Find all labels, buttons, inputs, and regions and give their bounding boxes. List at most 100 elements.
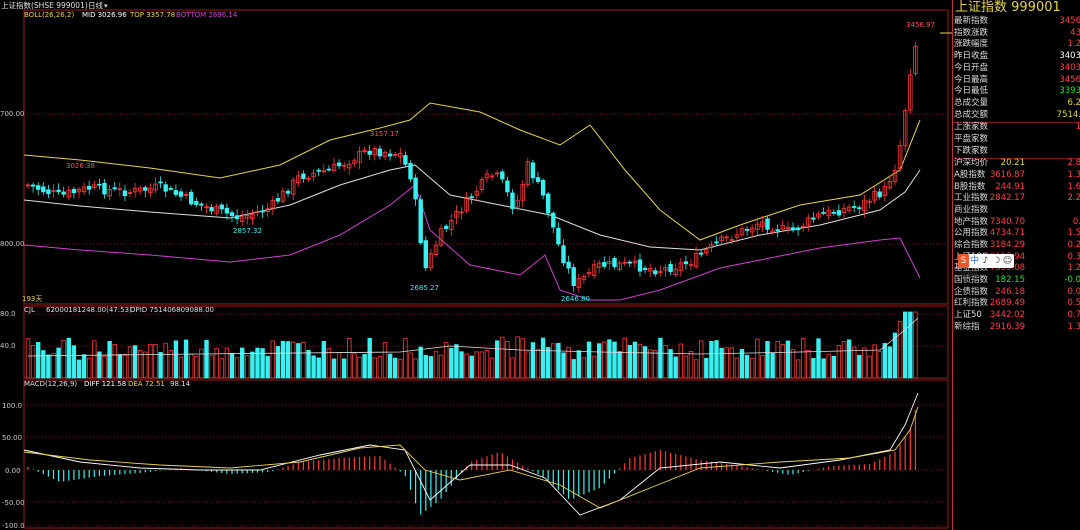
moon-icon[interactable]: ☽ xyxy=(992,256,1001,266)
volume-bar xyxy=(132,345,138,379)
volume-bar xyxy=(199,348,204,379)
sogou-logo-icon[interactable]: S xyxy=(958,254,969,268)
index-name: 基金指数 xyxy=(954,263,988,275)
index-row[interactable]: 上证50 3442.02 0.7 xyxy=(953,310,1080,322)
volume-bar xyxy=(311,355,316,379)
index-row[interactable]: 企债指数 246.18 0.0 xyxy=(953,287,1080,299)
index-row[interactable]: 综合指数 3184.29 0.2 xyxy=(953,240,1080,252)
quote-stat-row: 涨跌幅度 1.2 xyxy=(953,39,1080,51)
volume-bar xyxy=(433,350,439,379)
candle-body xyxy=(107,188,112,197)
candle-body xyxy=(551,212,556,228)
kline-chart[interactable]: 上证指数(SHSE 999001) 日线 ▾ BOLL(26,26,2) MID… xyxy=(0,0,952,530)
candle-body xyxy=(66,189,71,198)
candle-body xyxy=(423,240,428,269)
volume-bar xyxy=(92,340,97,379)
volume-bar xyxy=(188,353,194,379)
candle-body xyxy=(581,275,587,280)
candle-body xyxy=(841,207,847,214)
volume-bar xyxy=(673,356,678,379)
candle-body xyxy=(576,278,581,288)
index-change: 1.2 xyxy=(1067,263,1080,274)
candle-body xyxy=(255,211,260,213)
volume-bar xyxy=(836,345,842,379)
candle-body xyxy=(301,173,306,180)
candle-body xyxy=(296,175,301,183)
volume-bar xyxy=(653,350,658,379)
ime-toolbar[interactable]: S 中 ♪ ☽ ☺ ⌨⚙ xyxy=(958,254,1014,280)
volume-bar xyxy=(443,342,449,379)
volume-bar xyxy=(204,339,209,379)
volume-bar xyxy=(382,342,388,379)
volume-axis-lower: 40.0 xyxy=(0,342,16,350)
index-row[interactable]: B股指数 244.91 1.6 xyxy=(953,182,1080,194)
volume-bar xyxy=(46,354,51,379)
candle-body xyxy=(194,201,199,205)
index-name: 公用指数 xyxy=(954,228,989,239)
candle-body xyxy=(648,268,653,272)
emoji-icon[interactable]: ☺ xyxy=(1002,256,1013,266)
volume-bar xyxy=(71,345,77,379)
period-dropdown-icon[interactable]: ▾ xyxy=(104,2,108,10)
candle-body xyxy=(668,264,673,273)
candle-body xyxy=(612,257,617,267)
volume-bar xyxy=(806,349,811,379)
index-row[interactable]: 沪深均价 20.21 2.8 xyxy=(953,158,1080,170)
volume-bar xyxy=(301,341,306,379)
macd-dea-value: DEA 72.51 xyxy=(128,380,165,388)
volume-bar xyxy=(765,341,770,379)
volume-bar xyxy=(709,341,714,379)
volume-bar xyxy=(882,342,887,379)
index-row[interactable]: 新综指 2916.39 1.3 xyxy=(953,322,1080,334)
volume-bar xyxy=(811,358,816,379)
punctuation-icon[interactable]: ♪ xyxy=(982,256,989,266)
volume-bar xyxy=(352,353,357,379)
index-row[interactable]: 国债指数 182.15 -0.0 xyxy=(953,275,1080,287)
volume-bar xyxy=(479,351,485,379)
volume-bar xyxy=(617,351,622,379)
index-row[interactable]: 公用指数 4734.71 1.5 xyxy=(953,228,1080,240)
volume-bar xyxy=(755,338,760,379)
index-row[interactable]: A股指数 3616.87 1.3 xyxy=(953,170,1080,182)
volume-bar xyxy=(714,340,719,379)
volume-bar xyxy=(739,349,745,379)
candle-body xyxy=(321,170,326,173)
volume-bar xyxy=(183,339,189,379)
volume-bar xyxy=(61,339,66,379)
index-value: 3184.29 xyxy=(989,239,1025,250)
volume-bar xyxy=(627,345,632,379)
candle-body xyxy=(750,227,755,233)
period-selector[interactable]: 日线 xyxy=(88,0,103,10)
quote-stat-value: 3456 xyxy=(1059,74,1080,85)
quote-stat-row: 今日最低 3393 xyxy=(953,86,1080,98)
volume-bar xyxy=(801,338,806,379)
index-row[interactable]: 商业指数 xyxy=(953,205,1080,217)
volume-bar xyxy=(846,339,852,379)
volume-bar xyxy=(857,354,862,379)
index-value: 244.91 xyxy=(995,181,1025,192)
candle-body xyxy=(76,189,82,193)
candle-body xyxy=(642,267,648,270)
chinese-mode-icon[interactable]: 中 xyxy=(969,256,979,266)
candle-body xyxy=(428,253,434,269)
index-row[interactable]: 工业指数 2842.17 2.2 xyxy=(953,193,1080,205)
candle-body xyxy=(306,177,311,180)
boll-top-line xyxy=(23,102,921,241)
volume-bar xyxy=(398,358,403,379)
candle-body xyxy=(790,227,796,231)
volume-bar xyxy=(224,347,230,379)
volume-bar xyxy=(392,357,398,379)
index-row[interactable]: 基金指数7399.08 1.2 xyxy=(953,263,1080,275)
keyboard-icon[interactable]: ⌨ xyxy=(958,270,971,280)
volume-bar xyxy=(556,342,561,379)
index-change: 0.3 xyxy=(1067,251,1080,262)
chart-title: 上证指数(SHSE 999001) xyxy=(1,0,88,10)
index-row[interactable]: 红利指数 2689.49 0.5 xyxy=(953,298,1080,310)
volume-bar xyxy=(367,337,372,379)
volume-label: CJL xyxy=(24,306,35,314)
candle-body xyxy=(719,236,724,242)
volume-bar xyxy=(306,349,311,379)
settings-icon[interactable]: ⚙ xyxy=(970,270,979,280)
candle-body xyxy=(81,186,87,193)
